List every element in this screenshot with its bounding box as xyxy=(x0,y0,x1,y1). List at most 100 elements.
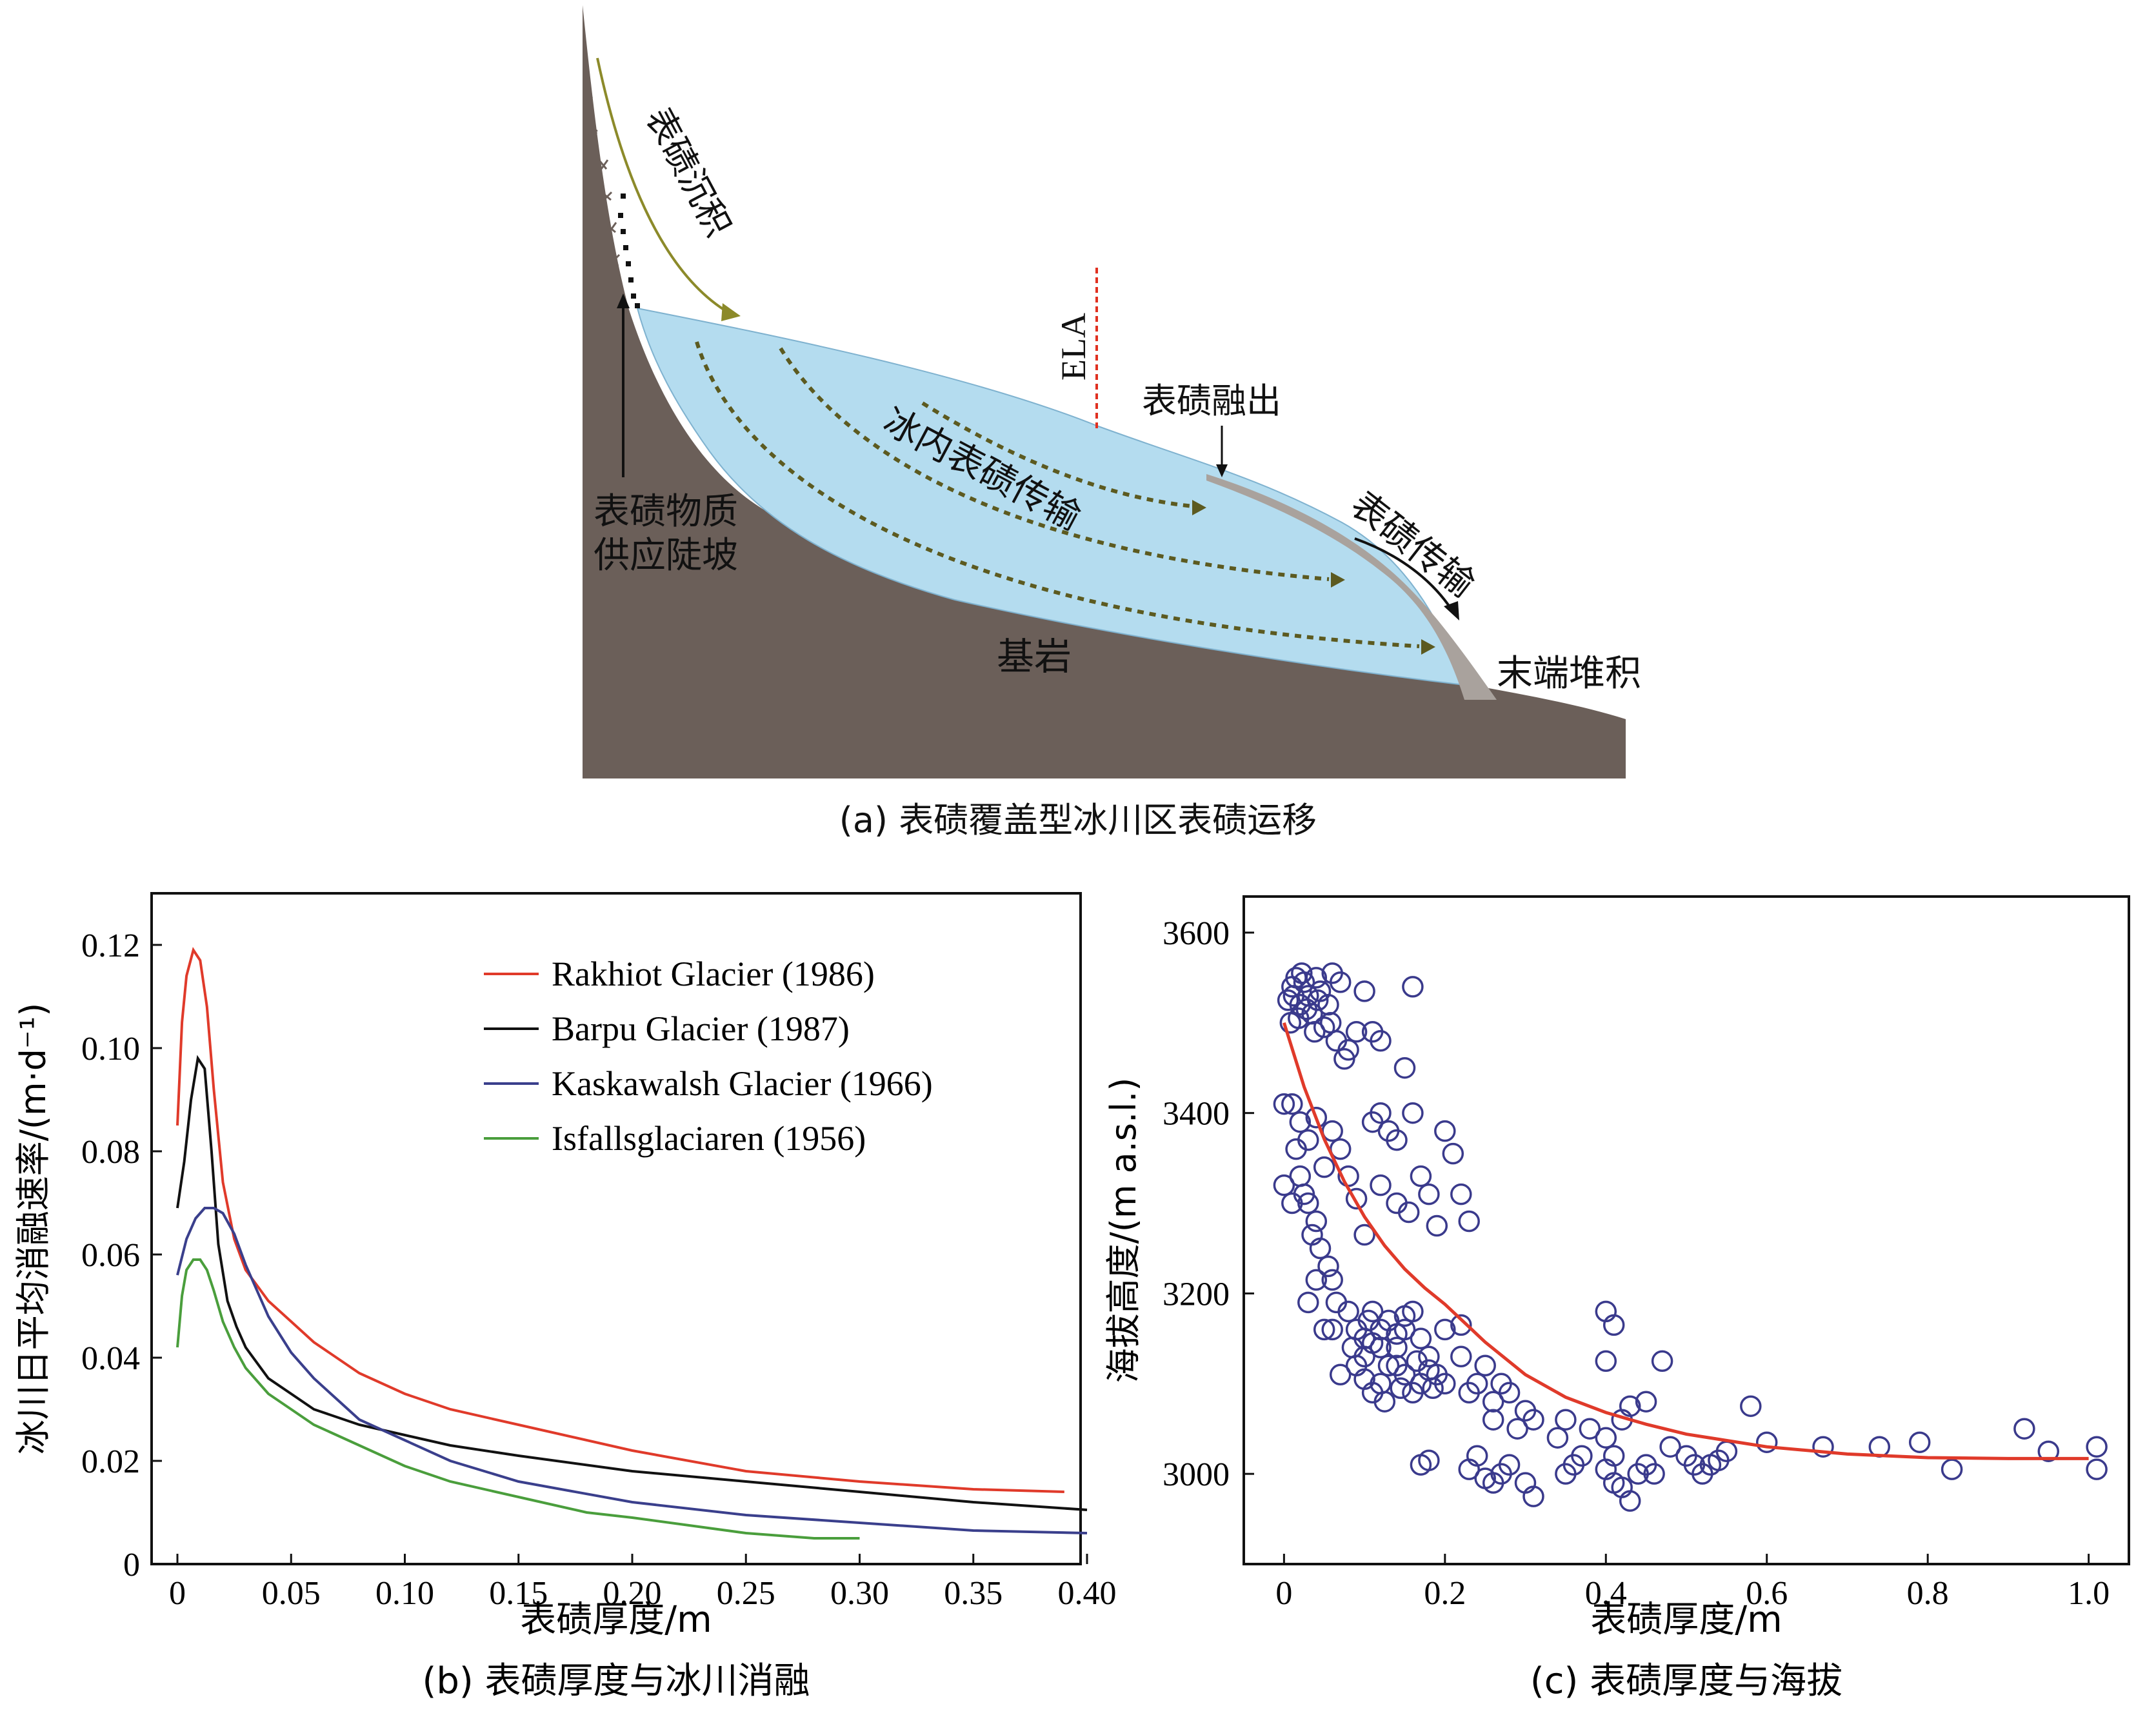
scatter-point xyxy=(1410,1327,1432,1350)
scatter-point xyxy=(1393,1305,1416,1327)
flow-arrowheads xyxy=(1192,500,1435,655)
scatter-point xyxy=(1418,1345,1440,1368)
englacial-flow-paths xyxy=(695,341,1420,648)
scatter-point xyxy=(1305,967,1328,989)
scatter-point xyxy=(1602,1314,1625,1336)
scatter-point xyxy=(1579,1418,1601,1440)
y-tick-label: 0 xyxy=(123,1547,140,1583)
scatter-point xyxy=(1643,1463,1665,1485)
scatter-point xyxy=(1313,1318,1335,1341)
scatter-point xyxy=(1506,1418,1528,1440)
x-tick-label: 0.15 xyxy=(489,1575,548,1612)
scatter-point xyxy=(1466,1445,1488,1467)
scatter-point xyxy=(1602,1445,1625,1467)
scatter-point xyxy=(1304,1021,1326,1043)
scatter-point xyxy=(1305,1106,1328,1129)
caption-b: (b) 表碛厚度与冰川消融 xyxy=(422,1660,810,1702)
scatter-point xyxy=(1306,989,1329,1011)
surface-transport-arrowhead xyxy=(1444,601,1459,620)
scatter-point xyxy=(1458,1382,1480,1404)
y-tick-label: 3600 xyxy=(1163,915,1230,952)
debris-layer xyxy=(1206,474,1497,700)
glacier-diagram: 表碛沉积 表碛物质 供应陡坡 ELA 表碛融出 冰内表碛传输 表碛传输 基岩 末… xyxy=(583,5,1641,840)
scatter-point xyxy=(1595,1350,1617,1373)
legend-label-0: Rakhiot Glacier (1986) xyxy=(552,955,875,993)
scatter-point xyxy=(1482,1409,1504,1431)
scatter-point xyxy=(1450,1314,1472,1336)
scatter-point xyxy=(1434,1318,1456,1341)
scatter-point xyxy=(1708,1449,1730,1471)
scatter-point xyxy=(1458,1210,1480,1233)
scatter-point xyxy=(1393,1056,1416,1079)
scatter-point xyxy=(2086,1436,2108,1458)
y-tick-label: 3000 xyxy=(1163,1456,1230,1493)
scatter-point xyxy=(1329,1363,1352,1386)
scatter-point xyxy=(1595,1427,1617,1449)
scatter-point xyxy=(1337,1039,1359,1061)
x-tick-label: 0.6 xyxy=(1746,1575,1788,1612)
scatter-point xyxy=(1482,1391,1504,1413)
scatter-point xyxy=(1390,1377,1412,1400)
chart-c: 0 0.2 0.4 0.6 0.8 1.0 3000 3200 3400 3600 表碛厚度/m 海拔… xyxy=(1103,895,2130,1702)
scatter-point xyxy=(1289,1111,1312,1133)
scatter-point xyxy=(1345,1021,1368,1043)
scatter-point xyxy=(1277,989,1299,1011)
caption-c: (c) 表碛厚度与海拔 xyxy=(1530,1660,1842,1702)
scatter-point xyxy=(1370,1030,1392,1052)
y-tick-label: 3400 xyxy=(1163,1096,1230,1133)
scatter-point xyxy=(1659,1436,1681,1458)
x-tick-label: 0.35 xyxy=(944,1575,1003,1612)
scatter-point xyxy=(1619,1395,1641,1417)
scatter-point xyxy=(1651,1350,1673,1373)
fit-curve xyxy=(1283,1022,2089,1460)
surface-transport-arrow xyxy=(1354,537,1453,611)
label-deposition: 表碛沉积 xyxy=(638,101,739,243)
scatter-point xyxy=(1522,1485,1544,1507)
scatter-point xyxy=(2013,1418,2035,1440)
scatter-point xyxy=(1522,1409,1544,1431)
label-supply-slope-2: 供应陡坡 xyxy=(594,535,738,577)
scatter-point xyxy=(1386,1336,1408,1359)
scatter-point xyxy=(1281,1093,1303,1115)
x-tick-label: 1.0 xyxy=(2068,1575,2110,1612)
scatter-point xyxy=(1281,1192,1303,1214)
scatter-point xyxy=(1571,1445,1593,1467)
y-tick-label: 0.06 xyxy=(81,1237,140,1274)
chart-b: 0 0.05 0.10 0.15 0.20 0.25 0.30 0.35 0.40 0 0.02 0.… xyxy=(13,892,1117,1702)
scatter-point xyxy=(1941,1458,1963,1480)
scatter-point xyxy=(1418,1183,1440,1205)
scatter-point xyxy=(1273,1093,1295,1115)
x-tick-label: 0.25 xyxy=(717,1575,775,1612)
scatter-point xyxy=(1361,1300,1384,1323)
legend-label-3: Isfallsglaciaren (1956) xyxy=(552,1119,866,1158)
legend-label-1: Barpu Glacier (1987) xyxy=(552,1009,850,1048)
emergence-arrowhead xyxy=(1216,464,1228,477)
scatter-point xyxy=(1422,1377,1444,1400)
scatter-point xyxy=(1377,1120,1400,1142)
x-tick-label: 0.8 xyxy=(1907,1575,1949,1612)
scatter-point xyxy=(1313,1016,1335,1038)
scatter-point xyxy=(1337,1300,1359,1323)
scatter-point xyxy=(1555,1409,1577,1431)
scatter-point xyxy=(1353,1224,1375,1246)
scatter-point xyxy=(1283,985,1305,1007)
scatter-point xyxy=(1345,1187,1368,1210)
scatter-point xyxy=(1402,1102,1424,1124)
scatter-point xyxy=(1442,1142,1464,1165)
x-tick-label: 0 xyxy=(1275,1575,1292,1612)
scatter-point xyxy=(1297,1291,1319,1314)
scatter-point xyxy=(1329,971,1352,993)
x-tick-label: 0.05 xyxy=(262,1575,321,1612)
y-tick-label: 0.02 xyxy=(81,1443,140,1480)
scatter-point xyxy=(2086,1458,2108,1480)
supply-slope-arrowhead xyxy=(617,293,630,308)
scatter-point xyxy=(1406,1350,1428,1373)
plot-frame-b xyxy=(150,892,1082,1565)
x-tick-label: 0.20 xyxy=(603,1575,662,1612)
y-tick-label: 0.10 xyxy=(81,1031,140,1067)
label-supply-slope-1: 表碛物质 xyxy=(594,491,738,533)
scatter-point xyxy=(1450,1345,1472,1368)
scatter-point xyxy=(1418,1449,1440,1471)
scatter-point xyxy=(1309,1237,1332,1260)
scatter-point xyxy=(1321,1318,1343,1341)
